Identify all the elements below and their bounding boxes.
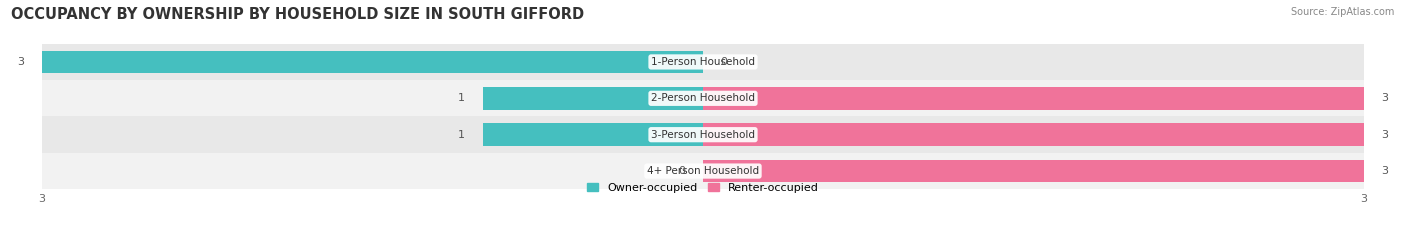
Bar	[703, 160, 1364, 182]
Text: 2-Person Household: 2-Person Household	[651, 93, 755, 103]
Bar	[42, 80, 1364, 116]
Text: 1-Person Household: 1-Person Household	[651, 57, 755, 67]
Bar	[42, 153, 1364, 189]
Text: 3: 3	[17, 57, 24, 67]
Bar	[42, 51, 703, 73]
Text: 1: 1	[458, 93, 465, 103]
Bar	[42, 44, 1364, 80]
Bar	[482, 123, 703, 146]
Legend: Owner-occupied, Renter-occupied: Owner-occupied, Renter-occupied	[586, 183, 820, 193]
Bar	[42, 116, 1364, 153]
Text: 3: 3	[1382, 130, 1389, 140]
Text: 3-Person Household: 3-Person Household	[651, 130, 755, 140]
Bar	[482, 87, 703, 110]
Text: Source: ZipAtlas.com: Source: ZipAtlas.com	[1291, 7, 1395, 17]
Text: 0: 0	[678, 166, 685, 176]
Text: 4+ Person Household: 4+ Person Household	[647, 166, 759, 176]
Bar	[703, 87, 1364, 110]
Text: 1: 1	[458, 130, 465, 140]
Bar	[703, 123, 1364, 146]
Text: OCCUPANCY BY OWNERSHIP BY HOUSEHOLD SIZE IN SOUTH GIFFORD: OCCUPANCY BY OWNERSHIP BY HOUSEHOLD SIZE…	[11, 7, 585, 22]
Text: 0: 0	[721, 57, 728, 67]
Text: 3: 3	[1382, 93, 1389, 103]
Text: 3: 3	[1382, 166, 1389, 176]
